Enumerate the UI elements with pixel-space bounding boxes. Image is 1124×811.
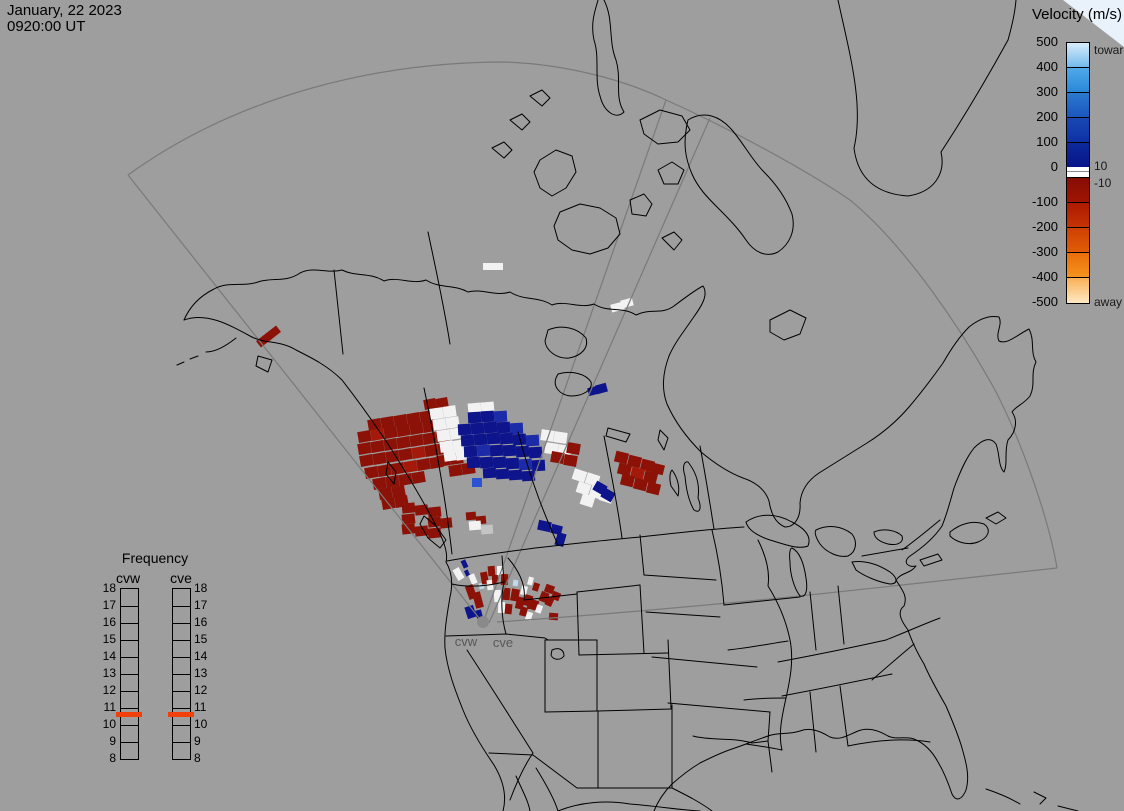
velocity-tick-label: -500 xyxy=(1031,294,1058,309)
frequency-tick-label: 16 xyxy=(194,615,208,629)
velocity-colorbar-segment xyxy=(1066,42,1090,69)
frequency-scale-gridline xyxy=(173,657,190,658)
frequency-column-label: cve xyxy=(170,570,192,586)
frequency-tick-label: 8 xyxy=(194,751,201,765)
frequency-tick-label: 16 xyxy=(102,615,116,629)
frequency-tick-label: 13 xyxy=(102,666,116,680)
projection-corner xyxy=(1063,0,1124,47)
radar-data-cell xyxy=(483,263,503,270)
velocity-colorbar-segment xyxy=(1066,227,1090,254)
radar-site-label: cve xyxy=(492,635,514,650)
velocity-tick-label: 500 xyxy=(1036,34,1058,49)
frequency-tick-label: 9 xyxy=(194,734,201,748)
frequency-scale-gridline xyxy=(173,725,190,726)
radar-site-dot xyxy=(477,616,489,628)
frequency-tick-label: 18 xyxy=(102,581,116,595)
velocity-colorbar-segment xyxy=(1066,142,1090,169)
coastlines xyxy=(176,0,1079,811)
velocity-colorbar-segment xyxy=(1066,202,1090,229)
frequency-scale-gridline xyxy=(121,725,138,726)
frequency-scale-gridline xyxy=(121,708,138,709)
frequency-column-label: cvw xyxy=(115,570,141,586)
velocity-tick-label: 100 xyxy=(1036,134,1058,149)
velocity-colorbar-segment xyxy=(1066,277,1090,304)
frequency-scale-gridline xyxy=(121,640,138,641)
frequency-tick-label: 18 xyxy=(194,581,208,595)
frequency-marker xyxy=(116,712,142,717)
velocity-tick-label: 400 xyxy=(1036,59,1058,74)
velocity-colorbar-segment xyxy=(1066,177,1090,204)
frequency-tick-label: 17 xyxy=(194,598,208,612)
timestamp-time: 0920:00 UT xyxy=(7,18,86,35)
frequency-scale-gridline xyxy=(173,674,190,675)
velocity-colorbar-segment xyxy=(1066,117,1090,144)
frequency-tick-label: 11 xyxy=(103,700,116,714)
frequency-marker xyxy=(168,712,194,717)
frequency-tick-label: 11 xyxy=(194,700,207,714)
frequency-scale-gridline xyxy=(173,742,190,743)
frequency-scale-gridline xyxy=(121,742,138,743)
frequency-tick-label: 14 xyxy=(194,649,208,663)
velocity-colorbar-zero-band xyxy=(1066,167,1090,177)
frequency-scale-gridline xyxy=(173,691,190,692)
radar-data-cell xyxy=(497,566,503,575)
velocity-tick-label: -400 xyxy=(1031,269,1058,284)
velocity-tick-label: 300 xyxy=(1036,84,1058,99)
frequency-scale-box xyxy=(120,588,139,760)
velocity-tick-label: 0 xyxy=(1050,159,1058,174)
zero-band-divider xyxy=(1067,171,1089,172)
timestamp-date: January, 22 2023 xyxy=(7,2,122,19)
timestamp: January, 22 2023 0920:00 UT xyxy=(7,3,122,35)
velocity-colorbar-segment xyxy=(1066,252,1090,279)
frequency-scale-gridline xyxy=(173,623,190,624)
velocity-colorbar-segment xyxy=(1066,67,1090,94)
frequency-scale-box xyxy=(172,588,191,760)
velocity-tick-label: -300 xyxy=(1031,244,1058,259)
frequency-tick-label: 12 xyxy=(102,683,116,697)
velocity-legend-title: Velocity (m/s) xyxy=(1031,6,1122,23)
pos-threshold-label: 10 xyxy=(1094,159,1108,173)
frequency-tick-label: 15 xyxy=(194,632,208,646)
radar-data-cell xyxy=(472,478,482,487)
frequency-scale-gridline xyxy=(121,674,138,675)
frequency-tick-label: 10 xyxy=(102,717,116,731)
neg-threshold-label: -10 xyxy=(1094,176,1112,190)
radar-site-label: cvw xyxy=(454,634,478,649)
frequency-legend-title: Frequency xyxy=(121,550,189,566)
frequency-tick-label: 17 xyxy=(102,598,116,612)
velocity-tick-label: -200 xyxy=(1031,219,1058,234)
frequency-tick-label: 9 xyxy=(109,734,116,748)
velocity-tick-label: 200 xyxy=(1036,109,1058,124)
frequency-scale-gridline xyxy=(121,623,138,624)
frequency-scale-gridline xyxy=(121,606,138,607)
frequency-tick-label: 12 xyxy=(194,683,208,697)
frequency-tick-label: 14 xyxy=(102,649,116,663)
away-label: away xyxy=(1094,295,1123,309)
velocity-tick-label: -100 xyxy=(1031,194,1058,209)
frequency-tick-label: 15 xyxy=(102,632,116,646)
frequency-scale-gridline xyxy=(173,640,190,641)
velocity-colorbar-segment xyxy=(1066,92,1090,119)
frequency-scale-gridline xyxy=(173,606,190,607)
frequency-scale-gridline xyxy=(121,657,138,658)
toward-label: toward xyxy=(1094,43,1124,57)
political-borders xyxy=(333,231,941,801)
frequency-tick-label: 10 xyxy=(194,717,208,731)
fov-boundaries xyxy=(127,61,1058,624)
frequency-scale-gridline xyxy=(173,708,190,709)
frequency-scale-gridline xyxy=(121,691,138,692)
frequency-tick-label: 13 xyxy=(194,666,208,680)
frequency-tick-label: 8 xyxy=(109,751,116,765)
